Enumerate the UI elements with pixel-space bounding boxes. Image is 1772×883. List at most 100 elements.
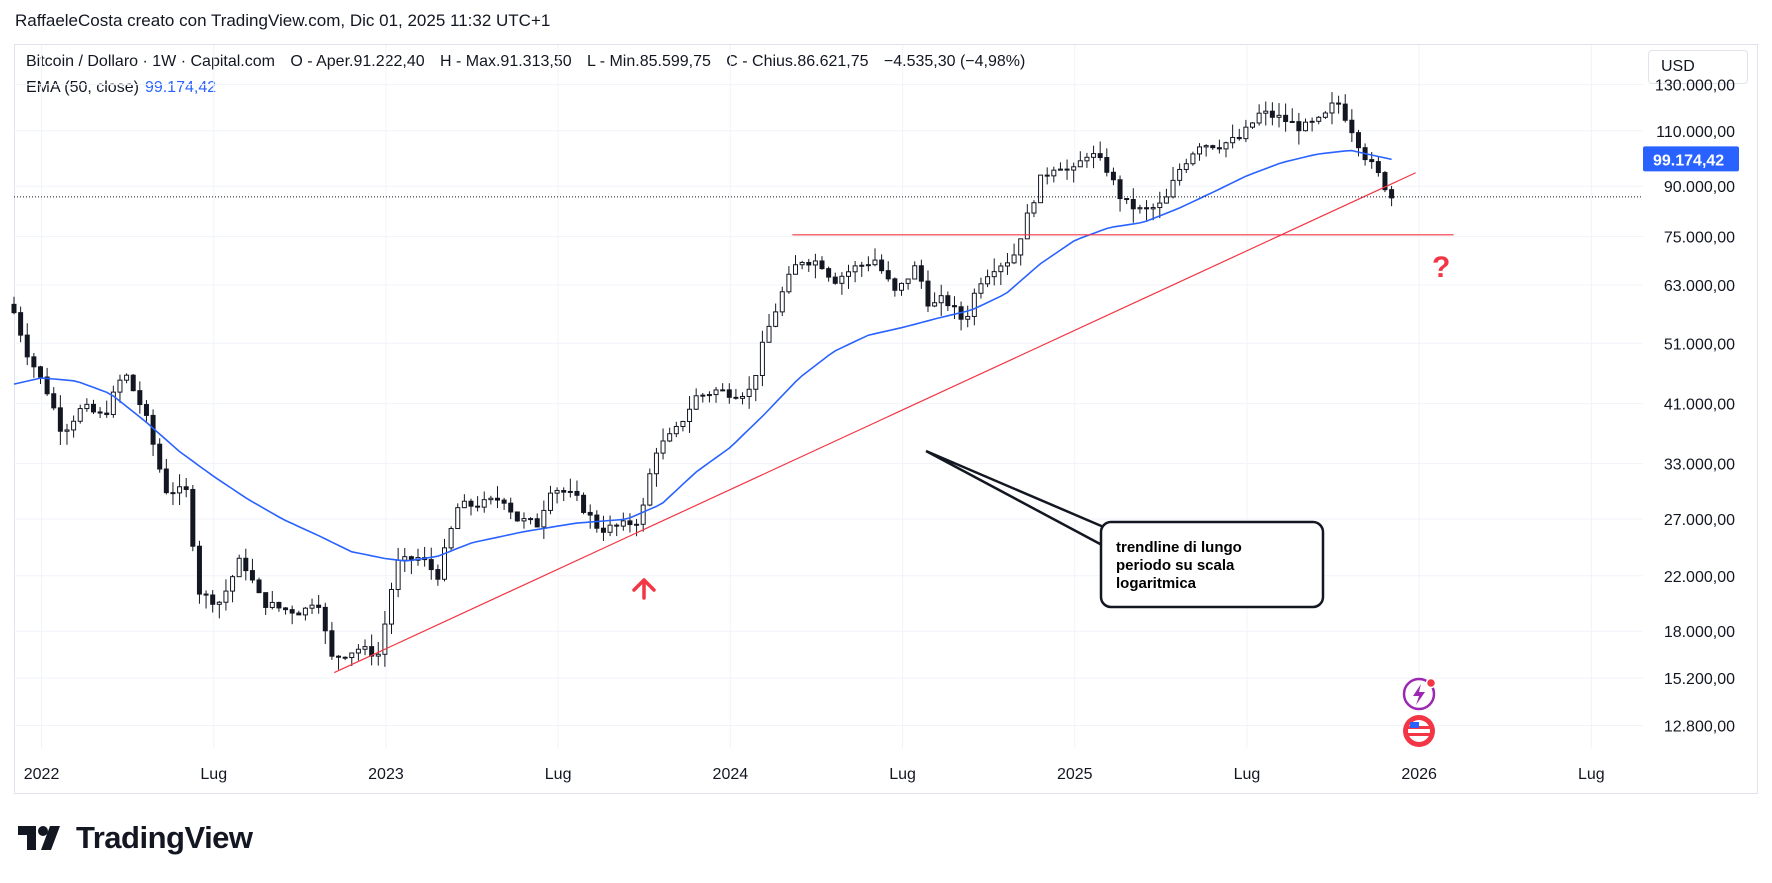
candle-up [766,325,772,343]
annotation-text-3: logaritmica [1116,575,1197,592]
candle-down [11,303,17,314]
candle-up [481,499,487,508]
ema-value: 99.174,42 [144,79,217,96]
candle-down [44,376,50,395]
candle-up [236,557,242,578]
candle-up [355,648,361,654]
candle-up [971,292,977,317]
candle-up [1223,142,1229,150]
candle-up [985,276,991,285]
candle-up [1309,120,1315,123]
symbol-name[interactable]: Bitcoin / Dollaro · 1W · Capital.com [26,53,275,70]
ohlc-close: C - Chius.86.621,75 [726,53,869,70]
candle-down [1130,199,1136,210]
symbol-legend[interactable]: Bitcoin / Dollaro · 1W · Capital.com O -… [26,53,1025,71]
candle-down [1097,153,1103,159]
candle-up [852,265,858,273]
candle-down [614,524,620,527]
candle-down [475,505,481,508]
candle-up [77,408,83,422]
candle-up [1230,136,1236,144]
candle-down [322,606,328,632]
candle-down [1064,168,1070,171]
candle-down [143,404,149,416]
grid-lines [14,45,1643,748]
candle-down [627,520,633,526]
candle-down [1269,110,1275,118]
candle-down [832,276,838,284]
annotation-callout: trendline di lungo periodo su scala loga… [925,449,1325,609]
candle-up [799,261,805,266]
candle-up [720,389,726,392]
ohlc-high: H - Max.91.313,50 [439,53,572,70]
candle-down [528,518,534,521]
time-tick-label: Lug [545,766,572,783]
ema-legend[interactable]: EMA (50, close) 99.174,42 [26,79,216,97]
candle-up [693,395,699,410]
candle-down [1144,207,1150,210]
candle-down [726,389,732,398]
candle-down [336,655,342,658]
candle-up [547,492,553,511]
candle-down [163,468,169,494]
candle-up [382,623,388,655]
candle-down [508,502,514,513]
candle-down [494,497,500,501]
price-change: −4.535,30 (−4,98%) [883,53,1026,70]
candles [11,92,1395,670]
candle-up [1263,110,1269,114]
brand-name: TradingView [76,820,253,855]
candle-down [1210,145,1216,149]
candle-down [329,630,335,657]
candle-down [819,260,825,270]
price-tick-label: 18.000,00 [1664,624,1735,641]
candle-down [1110,171,1116,181]
candle-up [554,490,560,494]
candle-down [249,570,255,581]
candle-up [700,394,706,397]
candle-up [309,604,315,609]
candle-up [1190,153,1196,165]
candle-down [806,261,812,266]
time-tick-label: Lug [1578,766,1605,783]
candle-up [1170,179,1176,198]
ema-label[interactable]: EMA (50, close) [26,79,139,96]
ema-price-badge: 99.174,42 [1643,146,1739,172]
candle-up [786,273,792,293]
candle-down [1296,121,1302,132]
price-tick-label: 130.000,00 [1655,78,1735,95]
candle-up [269,601,275,608]
candle-up [746,388,752,397]
currency-button[interactable]: USD [1648,50,1748,84]
tradingview-logo[interactable]: TradingView [18,820,253,856]
candle-up [706,394,712,397]
candle-up [64,429,70,432]
candle-down [130,374,136,392]
candle-up [687,408,693,422]
ema-line [13,149,1392,562]
candle-up [1157,202,1163,209]
candle-up [779,291,785,313]
candle-down [1369,159,1375,163]
candle-up [349,652,355,659]
price-tick-label: 22.000,00 [1664,569,1735,586]
trendline [334,172,1416,674]
candle-down [24,334,30,358]
candle-up [230,576,236,592]
price-tick-label: 41.000,00 [1664,397,1735,414]
price-tick-label: 51.000,00 [1664,336,1735,353]
candle-up [455,507,461,530]
candle-down [1044,174,1050,177]
candle-down [31,356,37,368]
question-mark: ? [1432,251,1450,284]
candle-up [117,379,123,393]
candle-up [1316,116,1322,122]
candle-down [203,593,209,596]
candle-down [1289,120,1295,123]
candle-up [1243,126,1249,140]
candle-up [998,265,1004,273]
candle-up [793,264,799,275]
lightning-icon [1402,677,1437,711]
candle-up [1177,168,1183,181]
